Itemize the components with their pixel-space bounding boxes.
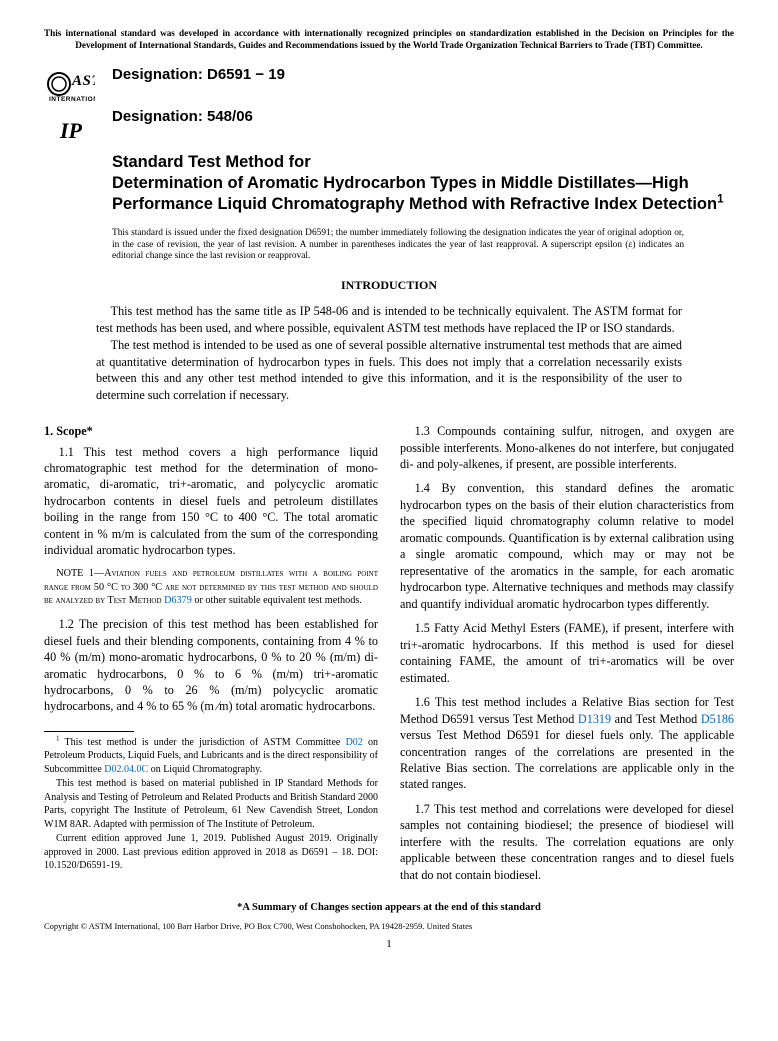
- scope-1-3: 1.3 Compounds containing sulfur, nitroge…: [400, 423, 734, 472]
- issuance-note: This standard is issued under the fixed …: [44, 228, 734, 263]
- fn1-p2-text: This test method is based on material pu…: [44, 778, 378, 830]
- designation-column: Designation: D6591 − 19 Designation: 548…: [98, 65, 285, 150]
- designation-ip: Designation: 548/06: [112, 107, 285, 127]
- scope-1-1: 1.1 This test method covers a high perfo…: [44, 444, 378, 559]
- link-d6379[interactable]: D6379: [164, 595, 192, 606]
- astm-logo-icon: ASTM INTERNATIONAL: [47, 65, 95, 103]
- scope-1-6: 1.6 This test method includes a Relative…: [400, 694, 734, 793]
- scope-heading: 1. Scope*: [44, 423, 378, 439]
- designation-astm: Designation: D6591 − 19: [112, 65, 285, 85]
- scope-1-7: 1.7 This test method and correlations we…: [400, 801, 734, 883]
- p16-b: and Test Method: [611, 712, 701, 726]
- ip-logo: IP: [44, 116, 98, 146]
- astm-logo: ASTM INTERNATIONAL: [44, 65, 98, 106]
- footnotes-block: 1 This test method is under the jurisdic…: [44, 736, 378, 873]
- logo-column: ASTM INTERNATIONAL IP: [44, 65, 98, 146]
- introduction-heading: INTRODUCTION: [44, 277, 734, 293]
- footnote-1-p3: Current edition approved June 1, 2019. P…: [44, 832, 378, 873]
- link-d1319[interactable]: D1319: [578, 712, 611, 726]
- footnote-1-p2: This test method is based on material pu…: [44, 777, 378, 831]
- standard-title: Standard Test Method for Determination o…: [112, 152, 734, 216]
- footnote-separator: [44, 731, 134, 732]
- link-d02-04-0c[interactable]: D02.04.0C: [104, 764, 148, 775]
- introduction-body: This test method has the same title as I…: [44, 303, 734, 403]
- svg-text:INTERNATIONAL: INTERNATIONAL: [49, 96, 95, 103]
- scope-1-4: 1.4 By convention, this standard defines…: [400, 480, 734, 612]
- scope-note-1: NOTE 1—Aviation fuels and petroleum dist…: [44, 567, 378, 608]
- note1-part-b: or other suitable equivalent test method…: [192, 595, 362, 606]
- issuance-text: This standard is issued under the fixed …: [112, 228, 684, 262]
- fn-mark: 1: [56, 735, 60, 743]
- fn1-c: on Liquid Chromatography.: [148, 764, 262, 775]
- fn1-a: This test method is under the jurisdicti…: [65, 737, 346, 748]
- intro-paragraph-1: This test method has the same title as I…: [96, 303, 682, 336]
- tbt-notice: This international standard was develope…: [44, 28, 734, 51]
- footnote-1-p1: 1 This test method is under the jurisdic…: [44, 736, 378, 777]
- footer-changes-note: *A Summary of Changes section appears at…: [44, 901, 734, 915]
- title-rest: Determination of Aromatic Hydrocarbon Ty…: [112, 174, 717, 213]
- title-footnote-mark: 1: [717, 194, 723, 206]
- page-number: 1: [44, 937, 734, 952]
- two-column-body: 1. Scope* 1.1 This test method covers a …: [44, 423, 734, 883]
- scope-1-5: 1.5 Fatty Acid Methyl Esters (FAME), if …: [400, 620, 734, 686]
- header-block: ASTM INTERNATIONAL IP Designation: D6591…: [44, 65, 734, 150]
- copyright-line: Copyright © ASTM International, 100 Barr…: [44, 921, 734, 932]
- link-d5186[interactable]: D5186: [701, 712, 734, 726]
- svg-text:ASTM: ASTM: [71, 73, 95, 89]
- title-line-1: Standard Test Method for: [112, 153, 311, 171]
- link-d02[interactable]: D02: [346, 737, 363, 748]
- intro-paragraph-2: The test method is intended to be used a…: [96, 337, 682, 403]
- p16-c: versus Test Method D6591 for diesel fuel…: [400, 728, 734, 791]
- scope-1-2: 1.2 The precision of this test method ha…: [44, 616, 378, 715]
- title-block: Standard Test Method for Determination o…: [44, 152, 734, 216]
